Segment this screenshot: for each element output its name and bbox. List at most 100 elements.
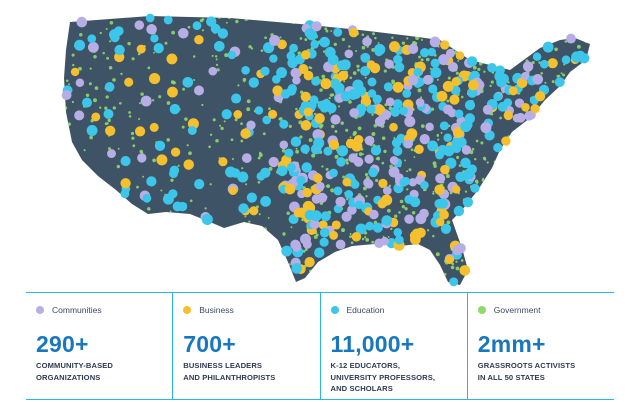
government-point: [438, 271, 442, 274]
government-point: [71, 206, 75, 211]
government-point: [591, 247, 595, 251]
government-point: [464, 190, 468, 193]
government-point: [153, 238, 156, 241]
government-point: [444, 28, 448, 33]
government-point: [181, 125, 185, 129]
government-point: [257, 156, 261, 160]
business-point: [508, 86, 518, 96]
legend-header: Government: [477, 302, 614, 318]
government-point: [565, 78, 569, 82]
government-point: [60, 240, 62, 242]
education-point: [404, 194, 414, 204]
government-point: [292, 21, 295, 25]
communities-point: [309, 219, 320, 230]
government-point: [445, 174, 450, 179]
communities-point: [389, 156, 399, 165]
government-point: [295, 107, 298, 111]
government-point: [436, 78, 439, 81]
government-point: [539, 192, 543, 197]
government-point: [83, 167, 87, 170]
government-point: [109, 20, 114, 25]
government-point: [77, 159, 80, 162]
government-point: [381, 161, 385, 165]
government-point: [387, 29, 391, 33]
government-point: [61, 68, 63, 70]
government-point: [514, 25, 519, 29]
government-point: [580, 182, 585, 186]
communities-point: [364, 154, 374, 164]
business-point: [439, 209, 449, 220]
government-point: [475, 139, 479, 143]
government-point: [450, 265, 455, 270]
legend-header: Business: [183, 302, 319, 318]
communities-point: [349, 108, 359, 118]
government-point: [516, 22, 520, 26]
legend-description-line: K-12 EDUCATORS,: [330, 361, 401, 370]
government-point: [340, 121, 344, 125]
education-point: [74, 39, 86, 51]
government-point: [192, 55, 196, 58]
government-point: [466, 226, 471, 231]
government-point: [490, 80, 494, 84]
communities-point: [532, 73, 544, 85]
government-point: [113, 192, 117, 195]
government-point: [577, 149, 581, 153]
legend-communities: Communities 290+ COMMUNITY-BASED ORGANIZATI…: [26, 293, 172, 399]
government-point: [543, 223, 546, 226]
government-point: [490, 230, 494, 234]
communities-point: [75, 78, 85, 88]
government-point: [258, 213, 261, 216]
government-point: [585, 22, 589, 26]
government-point: [540, 163, 543, 166]
communities-point: [364, 179, 374, 189]
government-point: [79, 249, 83, 253]
business-dot-icon: [183, 306, 192, 314]
government-point: [464, 27, 469, 31]
government-point: [506, 216, 511, 221]
education-point: [86, 125, 98, 136]
government-point: [189, 199, 193, 203]
government-point: [138, 117, 141, 121]
government-point: [502, 175, 507, 179]
government-point: [376, 23, 381, 28]
government-point: [510, 156, 513, 160]
government-point: [264, 266, 267, 270]
business-point: [503, 110, 513, 121]
government-point: [409, 26, 414, 31]
government-point: [109, 40, 112, 43]
government-point: [489, 48, 493, 52]
us-map-svg: [60, 13, 595, 287]
education-point: [262, 115, 272, 125]
government-point: [482, 156, 487, 161]
government-point: [533, 126, 537, 130]
education-point: [103, 109, 114, 119]
government-point: [64, 106, 68, 110]
government-point: [313, 112, 317, 116]
government-point: [401, 41, 406, 45]
education-point: [498, 73, 509, 85]
government-point: [132, 16, 136, 17]
government-point: [470, 211, 473, 213]
government-point: [128, 111, 131, 114]
government-point: [187, 25, 191, 29]
government-point: [107, 118, 111, 123]
government-point: [462, 24, 466, 28]
education-point: [420, 48, 430, 58]
government-point: [118, 101, 122, 105]
government-point: [164, 41, 168, 45]
education-point: [237, 171, 249, 183]
government-point: [363, 261, 367, 264]
education-point: [367, 89, 377, 98]
government-point: [508, 174, 512, 178]
business-point: [136, 44, 146, 54]
communities-point: [448, 62, 458, 72]
government-point: [352, 270, 355, 273]
government-point: [250, 47, 254, 50]
government-point: [329, 93, 333, 97]
government-point: [161, 238, 165, 242]
education-point: [413, 67, 423, 77]
government-point: [377, 267, 380, 270]
communities-point: [480, 122, 492, 134]
government-point: [381, 136, 386, 140]
education-point: [336, 60, 347, 71]
